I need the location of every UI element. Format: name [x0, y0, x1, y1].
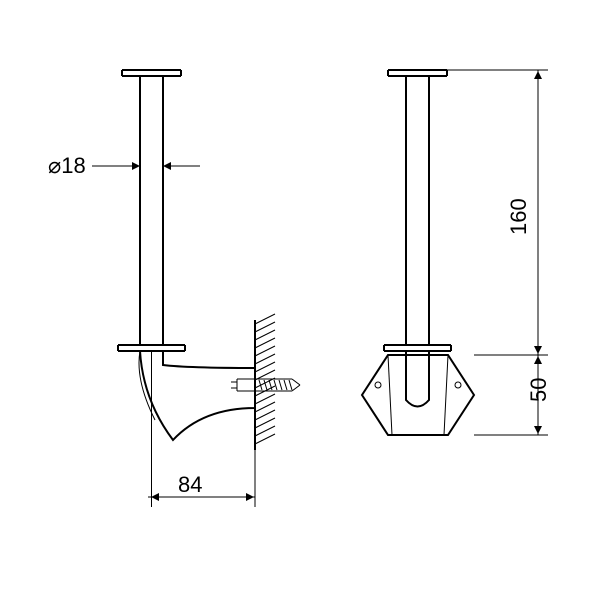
svg-text:⌀18: ⌀18	[48, 153, 86, 178]
engineering-drawing: ⌀18 84 160 50	[0, 0, 600, 600]
svg-text:160: 160	[506, 198, 531, 235]
svg-text:50: 50	[526, 378, 551, 402]
svg-text:84: 84	[178, 472, 202, 497]
